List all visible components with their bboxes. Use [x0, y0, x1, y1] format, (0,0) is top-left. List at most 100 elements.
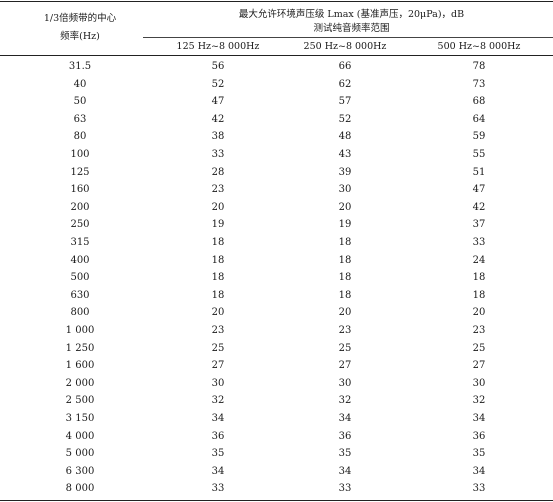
- lmax-125hz-cell: 47: [211, 96, 225, 108]
- lmax-125hz-cell: 32: [211, 395, 225, 407]
- lmax-125hz-cell: 34: [211, 465, 225, 477]
- lmax-250hz-cell: 32: [338, 395, 352, 407]
- lmax-500hz-cell: 27: [472, 360, 486, 372]
- lmax-125hz-cell: 33: [211, 149, 225, 160]
- lmax-250hz-cell: 36: [338, 430, 352, 442]
- lmax-250hz-cell: 19: [338, 219, 352, 231]
- lmax-125hz-cell: 36: [211, 430, 225, 442]
- lmax-250hz-cell: 66: [338, 61, 352, 72]
- lmax-500hz-cell: 32: [472, 395, 486, 407]
- lmax-125hz-cell: 20: [211, 201, 225, 213]
- band-frequency-cell: 800: [70, 307, 90, 319]
- lmax-125hz-cell: 18: [211, 272, 225, 284]
- lmax-125hz-cell: 23: [211, 184, 225, 196]
- column-header-125hz: 125 Hz~8 000Hz: [176, 41, 260, 52]
- lmax-500hz-cell: 51: [472, 166, 486, 178]
- lmax-250hz-cell: 34: [338, 413, 352, 424]
- band-frequency-cell: 50: [73, 96, 87, 108]
- lmax-125hz-cell: 56: [211, 61, 225, 72]
- lmax-250hz-cell: 33: [338, 483, 352, 495]
- lmax-500hz-cell: 59: [472, 131, 486, 143]
- band-frequency-cell: 31.5: [68, 61, 92, 72]
- lmax-250hz-cell: 57: [338, 96, 352, 108]
- lmax-250hz-cell: 25: [338, 342, 352, 354]
- band-frequency-cell: 400: [70, 254, 90, 266]
- lmax-500hz-cell: 42: [472, 201, 486, 213]
- band-frequency-cell: 4 000: [65, 430, 95, 442]
- header-bottom-rule: [0, 55, 553, 56]
- lmax-250hz-cell: 48: [338, 131, 352, 143]
- main-header-subtitle: 测试纯音频率范围: [313, 23, 390, 34]
- lmax-125hz-cell: 18: [211, 289, 225, 301]
- lmax-250hz-cell: 18: [338, 254, 352, 266]
- band-frequency-cell: 40: [73, 78, 87, 90]
- band-frequency-cell: 315: [70, 237, 90, 248]
- lmax-250hz-cell: 43: [338, 149, 352, 160]
- band-header-line1: 1/3倍频带的中心: [43, 13, 117, 24]
- lmax-500hz-cell: 73: [472, 78, 486, 90]
- lmax-500hz-cell: 33: [472, 483, 486, 495]
- lmax-500hz-cell: 34: [472, 413, 486, 424]
- lmax-500hz-cell: 35: [472, 448, 486, 460]
- table-top-rule: [0, 1, 553, 2]
- lmax-250hz-cell: 30: [338, 184, 352, 196]
- lmax-250hz-cell: 35: [338, 448, 352, 460]
- band-frequency-cell: 100: [70, 149, 90, 160]
- band-frequency-cell: 2 000: [65, 377, 95, 389]
- lmax-500hz-cell: 30: [472, 377, 486, 389]
- lmax-125hz-cell: 52: [211, 78, 225, 90]
- band-frequency-cell: 3 150: [65, 413, 95, 424]
- lmax-125hz-cell: 20: [211, 307, 225, 319]
- lmax-125hz-cell: 28: [211, 166, 225, 178]
- band-frequency-cell: 6 300: [65, 465, 95, 477]
- band-frequency-cell: 200: [70, 201, 90, 213]
- band-header-line2: 频率(Hz): [60, 31, 100, 42]
- band-frequency-cell: 2 500: [65, 395, 95, 407]
- band-frequency-cell: 1 600: [65, 360, 95, 372]
- lmax-125hz-cell: 23: [211, 325, 225, 336]
- lmax-125hz-cell: 18: [211, 254, 225, 266]
- lmax-250hz-cell: 34: [338, 465, 352, 477]
- lmax-500hz-cell: 55: [472, 149, 486, 160]
- lmax-125hz-cell: 35: [211, 448, 225, 460]
- column-header-250hz: 250 Hz~8 000Hz: [303, 41, 387, 52]
- lmax-500hz-cell: 18: [472, 289, 486, 301]
- band-frequency-cell: 8 000: [65, 483, 95, 495]
- band-frequency-cell: 500: [70, 272, 90, 284]
- lmax-125hz-cell: 38: [211, 131, 225, 143]
- lmax-250hz-cell: 18: [338, 272, 352, 284]
- band-frequency-cell: 630: [70, 289, 90, 301]
- lmax-250hz-cell: 20: [338, 307, 352, 319]
- lmax-500hz-cell: 37: [472, 219, 486, 231]
- lmax-500hz-cell: 20: [472, 307, 486, 319]
- lmax-125hz-cell: 18: [211, 237, 225, 248]
- lmax-250hz-cell: 18: [338, 289, 352, 301]
- lmax-500hz-cell: 64: [472, 113, 486, 125]
- lmax-500hz-cell: 25: [472, 342, 486, 354]
- main-header-title: 最大允许环境声压级 Lmax (基准声压，20μPa)，dB: [238, 9, 465, 20]
- lmax-250hz-cell: 39: [338, 166, 352, 178]
- lmax-500hz-cell: 78: [472, 61, 486, 72]
- lmax-250hz-cell: 62: [338, 78, 352, 90]
- band-frequency-cell: 1 250: [65, 342, 95, 354]
- band-frequency-cell: 63: [73, 113, 87, 125]
- lmax-250hz-cell: 18: [338, 237, 352, 248]
- lmax-125hz-cell: 27: [211, 360, 225, 372]
- lmax-500hz-cell: 47: [472, 184, 486, 196]
- lmax-125hz-cell: 30: [211, 377, 225, 389]
- lmax-500hz-cell: 33: [472, 237, 486, 248]
- lmax-125hz-cell: 34: [211, 413, 225, 424]
- lmax-125hz-cell: 19: [211, 219, 225, 231]
- lmax-500hz-cell: 24: [472, 254, 486, 266]
- band-frequency-cell: 250: [70, 219, 90, 231]
- subheader-rule: [143, 37, 553, 38]
- band-frequency-cell: 125: [70, 166, 90, 178]
- table-bottom-rule: [0, 500, 553, 501]
- band-frequency-cell: 1 000: [65, 325, 95, 336]
- lmax-250hz-cell: 23: [338, 325, 352, 336]
- lmax-125hz-cell: 42: [211, 113, 225, 125]
- column-header-500hz: 500 Hz~8 000Hz: [437, 41, 521, 52]
- lmax-250hz-cell: 30: [338, 377, 352, 389]
- lmax-500hz-cell: 23: [472, 325, 486, 336]
- lmax-500hz-cell: 34: [472, 465, 486, 477]
